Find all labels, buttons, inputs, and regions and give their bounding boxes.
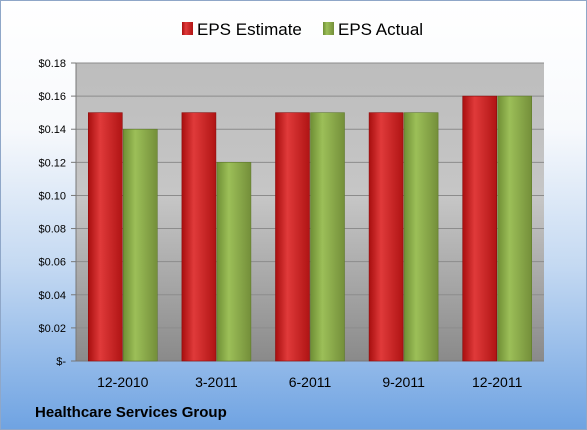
bar-actual (310, 112, 345, 362)
y-tick-label: $0.12 (38, 157, 66, 169)
bar-estimate (368, 112, 404, 362)
bar-estimate (181, 112, 217, 362)
bar-estimate (462, 95, 498, 362)
bar-actual (216, 162, 252, 362)
bar-estimate (275, 112, 310, 362)
y-tick-label: $0.16 (38, 91, 66, 103)
bar-actual (497, 95, 533, 362)
y-tick-label: $0.14 (38, 124, 66, 136)
y-tick-label: $- (56, 356, 66, 368)
x-category-label: 12-2010 (97, 374, 149, 390)
legend-label-actual: EPS Actual (338, 20, 423, 39)
y-tick-label: $0.10 (38, 190, 66, 202)
bar-estimate (88, 112, 123, 362)
x-axis-categories: 12-2010 3-2011 6-2011 9-2011 12-2011 (97, 374, 522, 390)
y-axis-ticks: $- $0.02 $0.04 $0.06 $0.08 $0.10 $0.12 $0.14 $0.… (38, 58, 66, 368)
x-category-label: 9-2011 (382, 374, 425, 390)
company-name: Healthcare Services Group (35, 404, 227, 421)
legend-label-estimate: EPS Estimate (197, 20, 302, 39)
legend-swatch-estimate (182, 22, 193, 35)
legend: EPS Estimate EPS Actual (182, 20, 423, 39)
bar-actual (403, 112, 439, 362)
x-category-label: 12-2011 (472, 374, 523, 390)
x-category-label: 3-2011 (195, 374, 238, 390)
bar-actual (123, 128, 158, 362)
bars (88, 95, 533, 362)
y-tick-label: $0.18 (38, 58, 66, 70)
legend-swatch-actual (323, 22, 334, 35)
y-tick-label: $0.02 (38, 323, 66, 335)
x-category-label: 6-2011 (289, 374, 332, 390)
y-tick-label: $0.08 (38, 224, 66, 236)
y-tick-label: $0.06 (38, 257, 66, 269)
y-tick-label: $0.04 (38, 290, 66, 302)
